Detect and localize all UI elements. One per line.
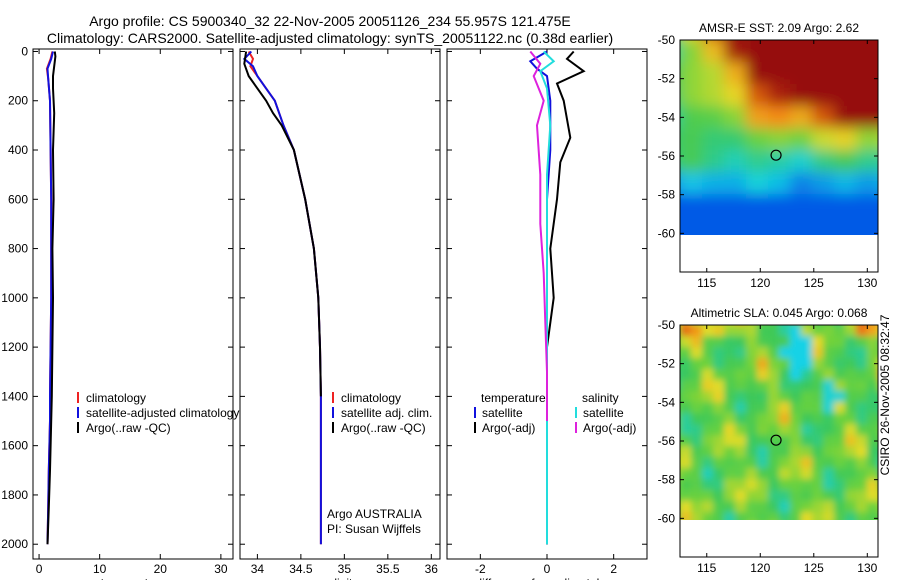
series-line-cyan: [539, 50, 556, 545]
series-line-blue: [46, 51, 54, 545]
difference-profile: -2 0 2difference from climatology temperatu…: [446, 48, 648, 580]
legend-entry: Argo(..raw -QC): [86, 421, 171, 435]
x-tick-label: -2: [475, 562, 486, 576]
x-tick-label: 20: [154, 562, 168, 576]
owner-annotation: PI: Susan Wijffels: [327, 522, 421, 536]
lat-tick-label: -56: [658, 149, 676, 163]
temperature-profile: 0 200 400 600 800 1000 1200 1400 1600 1800 2000 0 10…: [1, 44, 239, 580]
x-tick-label: 34.5: [289, 562, 313, 576]
y-tick-label: 2000: [1, 537, 28, 551]
legend-entry: satellite adj. clim.: [341, 406, 432, 420]
plot-frame: [32, 48, 234, 560]
sst-map: -50 -52 -54 -56 -58 -60 115 120 125 130 AMSR-E SST…: [658, 21, 879, 290]
lat-tick-label: -60: [658, 226, 676, 240]
salinity-profile: 34 34.5 35 35.5 36 salinity climatologysatelli…: [239, 48, 441, 580]
legend-group-title: salinity: [582, 391, 619, 405]
lon-tick-label: 115: [697, 561, 716, 575]
lat-tick-label: -50: [658, 33, 676, 47]
lon-tick-label: 130: [857, 561, 877, 575]
series-line-black: [243, 51, 322, 397]
legend-entry: Argo(..raw -QC): [341, 421, 426, 435]
lat-tick-label: -58: [658, 188, 676, 202]
lon-tick-label: 115: [697, 276, 716, 290]
series-line-magenta: [529, 50, 548, 421]
lon-tick-label: 120: [750, 276, 770, 290]
argo-float-location-marker: [770, 434, 782, 446]
lat-tick-label: -54: [658, 395, 676, 409]
lon-tick-label: 125: [804, 561, 824, 575]
x-tick-label: 34: [251, 562, 265, 576]
credit-text: CSIRO 26-Nov-2005 08:32:47: [878, 314, 892, 475]
series-line-black: [46, 51, 57, 545]
legend-entry: climatology: [341, 391, 401, 405]
x-tick-label: 2: [610, 562, 617, 576]
series-group: [45, 51, 57, 545]
lon-tick-label: 120: [750, 561, 770, 575]
lat-tick-label: -52: [658, 72, 676, 86]
y-tick-label: 200: [8, 94, 28, 108]
map-title: AMSR-E SST: 2.09 Argo: 2.62: [699, 21, 859, 35]
lat-tick-label: -52: [658, 357, 676, 371]
map-title: Altimetric SLA: 0.045 Argo: 0.068: [691, 306, 868, 320]
y-tick-label: 800: [8, 242, 28, 256]
x-tick-label: 30: [214, 562, 228, 576]
y-tick-label: 600: [8, 192, 28, 206]
series-group: [242, 50, 322, 545]
y-tick-label: 0: [21, 44, 28, 58]
y-tick-label: 1000: [1, 291, 28, 305]
legend-entry: Argo(-adj): [583, 421, 636, 435]
legend-entry: satellite-adjusted climatology: [86, 406, 239, 420]
y-tick-label: 1600: [1, 439, 28, 453]
sla-map: -50 -52 -54 -56 -58 -60 115 120 125 130 Altimetric…: [658, 306, 879, 575]
plot-frame: [239, 48, 441, 560]
x-tick-label: 35.5: [376, 562, 400, 576]
x-tick-label: 35: [338, 562, 352, 576]
x-tick-label: 0: [36, 562, 43, 576]
y-tick-label: 1400: [1, 389, 28, 403]
y-tick-label: 400: [8, 143, 28, 157]
lat-tick-label: -58: [658, 473, 676, 487]
owner-annotation: Argo AUSTRALIA: [327, 507, 422, 521]
legend-group-title: temperature: [481, 391, 546, 405]
x-tick-label: 10: [93, 562, 107, 576]
lat-tick-label: -56: [658, 434, 676, 448]
figure-title-line-2: Climatology: CARS2000. Satellite-adjuste…: [46, 30, 614, 46]
figure-title-line-1: Argo profile: CS 5900340_32 22-Nov-2005 …: [89, 13, 571, 29]
lon-tick-label: 125: [804, 276, 824, 290]
x-tick-label: 0: [544, 562, 551, 576]
legend-entry: Argo(-adj): [482, 421, 535, 435]
x-axis-label: salinity: [322, 576, 359, 580]
lat-tick-label: -60: [658, 511, 676, 525]
lat-tick-label: -54: [658, 110, 676, 124]
x-axis-label: temperature: [101, 576, 166, 580]
lon-tick-label: 130: [857, 276, 877, 290]
lat-tick-label: -50: [658, 318, 676, 332]
map-field: [680, 40, 878, 235]
x-tick-label: 36: [425, 562, 439, 576]
x-axis-label: difference from climatology: [475, 576, 618, 580]
legend-entry: satellite: [482, 406, 523, 420]
map-field: [680, 325, 878, 520]
legend-entry: climatology: [86, 391, 146, 405]
series-group: [528, 50, 586, 545]
y-tick-label: 1800: [1, 488, 28, 502]
map-panels: -50 -52 -54 -56 -58 -60 115 120 125 130 AMSR-E SST…: [658, 21, 879, 575]
legend-entry: satellite: [583, 406, 624, 420]
y-tick-label: 1200: [1, 340, 28, 354]
argo-float-location-marker: [770, 149, 782, 161]
